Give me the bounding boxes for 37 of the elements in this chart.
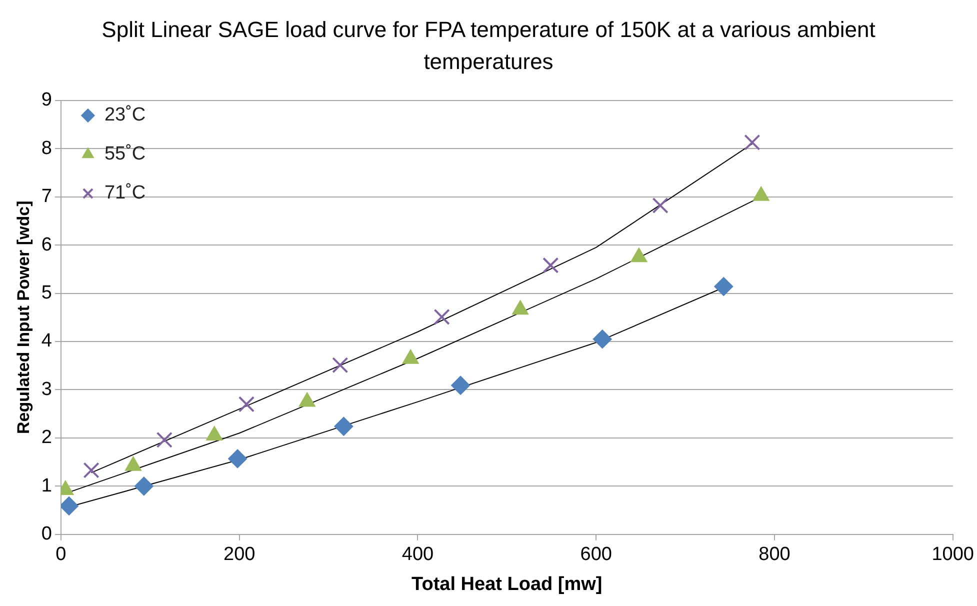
x-tick-label: 0 xyxy=(56,544,66,566)
x-tick-label: 1000 xyxy=(932,544,974,566)
point xyxy=(60,496,78,516)
point xyxy=(434,308,450,325)
point xyxy=(744,134,760,150)
legend-label: 23˚C xyxy=(104,104,146,126)
point xyxy=(238,396,255,412)
point xyxy=(334,416,354,436)
y-axis-title: Regulated Input Power [wdc] xyxy=(14,200,33,434)
point xyxy=(332,357,348,374)
point xyxy=(451,376,470,395)
x-axis-title: Total Heat Load [mw] xyxy=(412,574,602,595)
legend-label: 55˚C xyxy=(104,144,146,165)
y-tick-label: 7 xyxy=(41,186,52,208)
point xyxy=(592,330,612,349)
y-tick-label: 6 xyxy=(41,234,52,256)
y-tick-label: 2 xyxy=(41,427,52,448)
point xyxy=(83,462,100,478)
x-tick-label: 800 xyxy=(758,544,790,566)
chart-title: Split Linear SAGE load curve for FPA temperature of 150K at a various ambient temperatures xyxy=(100,16,876,76)
y-tick-label: 1 xyxy=(41,475,52,496)
point xyxy=(652,197,668,214)
x-tick-label: 400 xyxy=(402,544,434,566)
y-tick-label: 8 xyxy=(41,138,52,159)
point xyxy=(714,277,734,296)
y-tick-label: 4 xyxy=(41,330,52,352)
y-tick-label: 0 xyxy=(41,524,52,545)
y-tick-label: 5 xyxy=(41,282,52,304)
x-tick-label: 600 xyxy=(580,544,612,566)
point xyxy=(542,257,559,274)
point xyxy=(228,449,248,468)
y-tick-label: 3 xyxy=(41,378,52,400)
legend-label: 71˚C xyxy=(104,182,146,204)
x-tick-label: 200 xyxy=(223,544,256,566)
y-tick-label: 9 xyxy=(41,90,52,111)
point xyxy=(134,476,154,496)
point xyxy=(156,432,172,448)
